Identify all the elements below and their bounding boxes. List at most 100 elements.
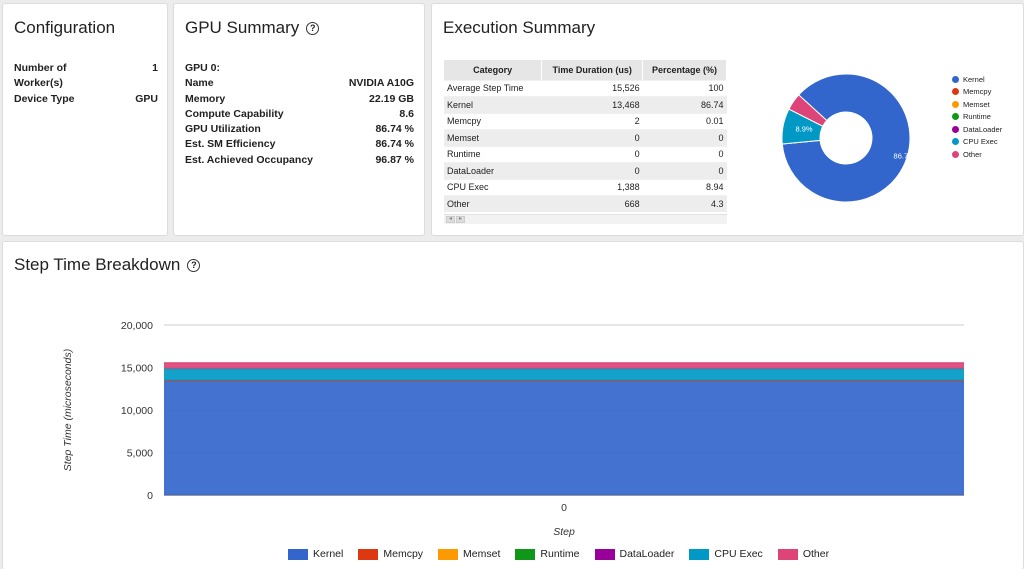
chart-legend-label: Other — [802, 548, 830, 560]
table-row: Average Step Time 15,526 100 — [444, 79, 727, 97]
table-cell-percentage: 86.74 — [642, 96, 727, 113]
gpu-summary-title: GPU Summary ? — [185, 18, 320, 38]
pie-legend-label: Memset — [963, 99, 990, 109]
pie-legend-item[interactable]: Runtime — [952, 111, 1002, 124]
configuration-title: Configuration — [14, 18, 116, 37]
legend-swatch-icon — [515, 548, 536, 560]
pie-legend-item[interactable]: DataLoader — [952, 123, 1002, 136]
config-row-device: Device Type GPU — [14, 92, 158, 107]
chart-legend-item[interactable]: Memset — [438, 548, 500, 560]
gpu-field-value: 8.6 — [399, 107, 414, 120]
pie-legend-item[interactable]: CPU Exec — [952, 136, 1002, 149]
chart-legend: Kernel Memcpy Memset Runtime DataLoader CPU E… — [288, 548, 844, 560]
pie-legend-item[interactable]: Other — [952, 148, 1002, 161]
gpu-summary-table: GPU 0: Name NVIDIA A10G Memory 22.19 GB Co… — [185, 61, 414, 168]
chart-legend-label: Runtime — [540, 548, 580, 560]
step-time-title-text: Step Time Breakdown — [14, 255, 181, 274]
table-header-row: Category Time Duration (us) Percentage (… — [444, 60, 727, 80]
legend-swatch-icon — [594, 548, 615, 560]
execution-pie-chart: 86.7% 8.9% — [766, 58, 926, 218]
step-time-title: Step Time Breakdown ? — [14, 255, 201, 275]
gpu-row: Name NVIDIA A10G — [185, 76, 414, 91]
scroll-right-icon[interactable]: ▸ — [456, 216, 465, 223]
pie-legend-item[interactable]: Memcpy — [952, 86, 1002, 99]
chart-legend-label: Kernel — [313, 548, 344, 560]
scroll-left-icon[interactable]: ◂ — [446, 216, 455, 223]
column-header-duration[interactable]: Time Duration (us) — [541, 60, 644, 80]
table-row: CPU Exec 1,388 8.94 — [444, 178, 727, 196]
pie-legend: Kernel Memcpy Memset Runtime DataLoader CPU E… — [952, 73, 1002, 161]
gpu-label: GPU 0: — [185, 62, 221, 74]
help-icon[interactable]: ? — [306, 21, 320, 35]
configuration-card: Configuration Number of Worker(s) 1 Devi… — [2, 3, 168, 236]
pie-slice-label: 86.7% — [894, 152, 916, 161]
chart-legend-item[interactable]: Kernel — [288, 548, 343, 560]
gpu-field-value: 86.74 % — [375, 123, 414, 136]
gpu-summary-card: GPU Summary ? GPU 0: Name NVIDIA A10G Mem… — [173, 3, 425, 236]
table-row: DataLoader 0 0 — [444, 162, 727, 179]
chart-legend-item[interactable]: Runtime — [515, 548, 580, 560]
config-label: Device Type — [14, 93, 75, 105]
legend-dot-icon — [952, 150, 959, 158]
table-cell-category: CPU Exec — [444, 178, 542, 196]
column-header-percentage[interactable]: Percentage (%) — [642, 60, 727, 80]
table-row: Memcpy 2 0.01 — [444, 112, 727, 130]
table-cell-category: Other — [444, 195, 542, 212]
table-cell-duration: 0 — [541, 129, 643, 146]
gpu-field-label: GPU Utilization — [185, 123, 261, 136]
pie-legend-item[interactable]: Kernel — [952, 73, 1002, 86]
column-header-category[interactable]: Category — [444, 60, 543, 80]
help-icon[interactable]: ? — [187, 258, 201, 272]
chart-legend-item[interactable]: Memcpy — [358, 548, 423, 560]
legend-swatch-icon — [777, 548, 798, 560]
table-scrollbar[interactable]: ◂ ▸ — [444, 214, 727, 224]
config-value: 1 — [152, 62, 158, 74]
legend-dot-icon — [952, 138, 959, 146]
chart-legend-label: Memcpy — [383, 548, 424, 560]
table-cell-category: Runtime — [444, 145, 542, 163]
chart-legend-label: CPU Exec — [714, 548, 763, 560]
table-cell-duration: 13,468 — [541, 96, 643, 113]
legend-dot-icon — [952, 125, 959, 133]
pie-legend-label: CPU Exec — [963, 137, 998, 147]
table-row: Memset 0 0 — [444, 129, 727, 146]
gpu-label-row: GPU 0: — [185, 61, 414, 76]
table-cell-duration: 0 — [541, 162, 643, 179]
gpu-row: GPU Utilization 86.74 % — [185, 122, 414, 137]
gpu-row: Memory 22.19 GB — [185, 92, 414, 107]
chart-legend-label: Memset — [463, 548, 501, 560]
table-row: Runtime 0 0 — [444, 145, 727, 163]
chart-legend-item[interactable]: CPU Exec — [689, 548, 763, 560]
gpu-field-label: Est. SM Efficiency — [185, 138, 276, 151]
table-cell-duration: 15,526 — [541, 79, 643, 97]
chart-legend-item[interactable]: DataLoader — [594, 548, 674, 560]
gpu-row: Est. Achieved Occupancy 96.87 % — [185, 153, 414, 168]
legend-dot-icon — [952, 75, 959, 83]
pie-legend-label: Runtime — [963, 112, 991, 122]
execution-summary-table: Category Time Duration (us) Percentage (… — [444, 60, 727, 212]
table-cell-percentage: 100 — [642, 79, 727, 97]
gpu-row: Compute Capability 8.6 — [185, 107, 414, 122]
chart-legend-item[interactable]: Other — [777, 548, 830, 560]
pie-slice-other[interactable] — [787, 94, 828, 134]
gpu-field-value: NVIDIA A10G — [348, 77, 414, 90]
table-cell-category: Memcpy — [444, 112, 542, 130]
gpu-field-label: Name — [185, 77, 214, 90]
pie-slice-kernel[interactable] — [766, 58, 926, 218]
pie-legend-item[interactable]: Memset — [952, 98, 1002, 111]
legend-swatch-icon — [288, 548, 308, 560]
execution-summary-title: Execution Summary — [443, 18, 596, 37]
config-value: GPU — [135, 93, 158, 105]
table-cell-duration: 1,388 — [541, 178, 643, 196]
table-row: Other 668 4.3 — [444, 195, 727, 212]
config-row-workers: Number of Worker(s) 1 — [14, 61, 158, 92]
pie-legend-label: DataLoader — [963, 124, 1003, 134]
gpu-field-value: 86.74 % — [375, 138, 414, 151]
gpu-field-label: Est. Achieved Occupancy — [185, 153, 313, 166]
gpu-field-label: Compute Capability — [185, 107, 284, 120]
table-cell-percentage: 0 — [642, 129, 727, 146]
gpu-field-label: Memory — [185, 92, 226, 105]
legend-swatch-icon — [689, 548, 710, 560]
table-cell-duration: 0 — [541, 145, 643, 163]
table-cell-duration: 2 — [541, 112, 643, 130]
